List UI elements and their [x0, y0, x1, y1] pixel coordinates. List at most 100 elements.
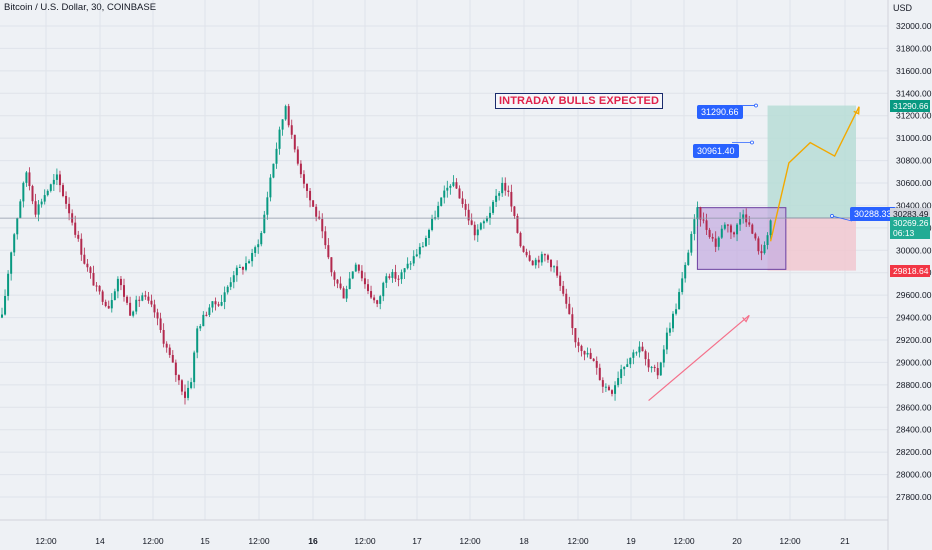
candle-body — [626, 364, 629, 367]
candle-body — [92, 273, 95, 286]
projection-path — [769, 106, 860, 242]
candle-body — [385, 276, 388, 283]
candle-body — [119, 278, 122, 286]
candle-body — [1, 314, 3, 318]
candle-body — [525, 251, 528, 256]
candle-body — [415, 254, 418, 257]
candle-body — [357, 264, 360, 271]
candle-body — [327, 245, 330, 258]
price-axis[interactable]: 27800.00 28000.00 28200.00 28400.00 28600.00… — [887, 0, 932, 550]
candle-body — [104, 301, 107, 306]
candle-body — [126, 296, 129, 303]
candle-body — [553, 266, 556, 268]
y-tick-label: 31800.00 — [896, 43, 932, 53]
x-tick-label: 20 — [732, 536, 742, 546]
candle-body — [113, 291, 116, 301]
candle-body — [607, 386, 610, 391]
candle-body — [583, 351, 586, 355]
candle-body — [269, 177, 272, 198]
candle-body — [217, 304, 220, 306]
candle-body — [205, 314, 208, 316]
candle-body — [662, 349, 665, 363]
x-tick-label: 12:00 — [248, 536, 270, 546]
candle-body — [543, 254, 546, 256]
candle-body — [452, 182, 455, 186]
candle-body — [580, 345, 583, 352]
grid-lines — [0, 0, 888, 520]
candle-body — [132, 311, 135, 316]
candle-body — [330, 257, 333, 273]
candle-body — [458, 188, 461, 199]
candle-body — [342, 288, 345, 299]
mid-target-price-flag[interactable]: 30961.40 — [693, 144, 739, 158]
candle-body — [550, 259, 552, 268]
y-tick-label: 30800.00 — [896, 156, 932, 166]
candle-body — [699, 207, 702, 220]
candle-body — [739, 219, 742, 225]
candle-body — [537, 259, 540, 263]
symbol-title[interactable]: Bitcoin / U.S. Dollar, 30, COINBASE — [4, 2, 157, 13]
candle-body — [428, 229, 430, 239]
candle-body — [711, 237, 714, 239]
candle-body — [586, 352, 589, 355]
candle-body — [214, 301, 217, 305]
candle-body — [641, 346, 644, 352]
candle-body — [290, 125, 293, 135]
currency-label: USD — [893, 3, 913, 13]
target-price-flag[interactable]: 31290.66 — [697, 105, 743, 119]
consolidation-box — [696, 207, 787, 270]
y-tick-label: 30000.00 — [896, 245, 932, 255]
candle-body — [702, 219, 705, 221]
candle-body — [501, 182, 504, 194]
candle-body — [43, 195, 46, 202]
candle-body — [647, 359, 650, 368]
candle-body — [98, 285, 101, 292]
candle-body — [348, 278, 351, 290]
entry-price-flag[interactable]: 30288.33 — [850, 207, 896, 221]
candle-body — [534, 259, 537, 266]
candle-body — [684, 264, 687, 279]
candle-body — [498, 193, 501, 196]
candle-body — [281, 119, 284, 130]
candle-body — [141, 295, 144, 301]
candle-body — [266, 197, 269, 215]
candle-body — [379, 296, 382, 304]
candle-body — [507, 190, 510, 192]
candle-body — [220, 302, 223, 306]
candle-body — [659, 362, 662, 376]
time-axis[interactable]: 12:00 14 12:00 15 12:00 16 12:00 17 12:00 18 12:00… — [0, 519, 888, 546]
candle-body — [46, 190, 49, 196]
candle-body — [522, 246, 525, 252]
candle-body — [150, 300, 153, 305]
candle-body — [49, 184, 52, 191]
candle-body — [232, 275, 235, 283]
y-tick-label: 29600.00 — [896, 290, 932, 300]
candle-body — [86, 263, 89, 268]
y-tick-label: 31000.00 — [896, 133, 932, 143]
candle-body — [238, 266, 241, 268]
candle-body — [287, 106, 290, 126]
candle-body — [495, 195, 498, 202]
candle-body — [34, 201, 37, 215]
price-tag: 30269.26 — [890, 217, 930, 230]
candle-body — [37, 204, 40, 215]
candle-body — [296, 149, 299, 164]
entry-flag-connector — [831, 215, 853, 222]
candle-body — [653, 366, 656, 369]
candle-body — [418, 246, 421, 255]
candle-body — [284, 106, 287, 120]
candle-body — [690, 233, 693, 253]
annotation-text-box[interactable]: INTRADAY BULLS EXPECTED — [495, 93, 663, 109]
x-tick-label: 17 — [412, 536, 422, 546]
candle-body — [540, 254, 543, 263]
x-tick-label: 18 — [519, 536, 529, 546]
drawing-objects[interactable] — [696, 105, 856, 271]
candle-body — [77, 234, 80, 239]
candle-body — [28, 172, 31, 187]
x-tick-label: 21 — [840, 536, 850, 546]
candle-body — [565, 293, 568, 304]
candle-body — [190, 382, 193, 388]
candle-body — [65, 195, 68, 204]
